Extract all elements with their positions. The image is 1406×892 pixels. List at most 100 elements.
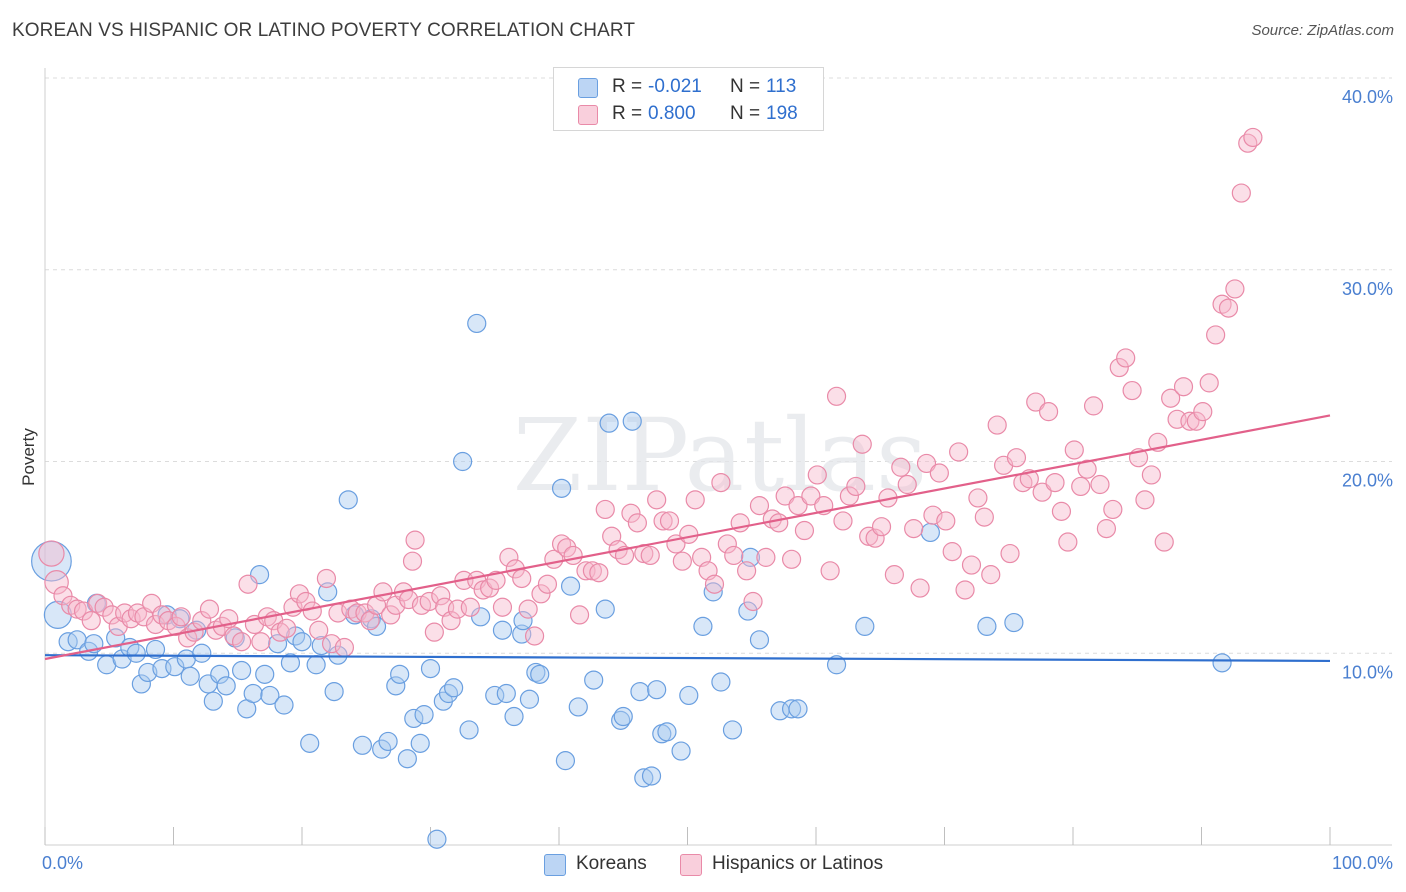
data-point — [595, 599, 615, 619]
data-point — [920, 522, 940, 543]
data-point — [255, 664, 275, 684]
data-point — [641, 766, 662, 786]
data-point — [551, 534, 572, 554]
data-point — [243, 683, 263, 704]
data-point — [568, 697, 588, 717]
data-point — [560, 576, 581, 596]
data-point — [251, 632, 271, 652]
data-point — [480, 578, 500, 598]
data-point — [224, 626, 244, 646]
korean-swatch — [544, 854, 566, 876]
data-point — [338, 490, 358, 510]
data-point — [589, 563, 609, 583]
data-point — [955, 580, 975, 600]
chart-title: KOREAN VS HISPANIC OR LATINO POVERTY COR… — [12, 20, 636, 41]
data-point — [1116, 348, 1136, 368]
data-point — [372, 739, 392, 759]
axes — [44, 68, 1392, 846]
data-point — [138, 662, 158, 683]
data-point — [427, 829, 447, 849]
data-point — [801, 486, 821, 506]
data-point — [260, 685, 280, 706]
data-point — [1096, 519, 1117, 539]
data-point — [987, 415, 1007, 435]
data-point — [397, 749, 417, 769]
data-point — [756, 547, 776, 567]
data-point — [1231, 183, 1251, 203]
data-point — [584, 670, 604, 690]
data-point — [530, 664, 550, 684]
data-point — [306, 655, 326, 675]
grid-lines — [45, 77, 1392, 654]
data-point — [145, 639, 166, 660]
data-point — [724, 545, 744, 566]
data-point — [1225, 279, 1245, 299]
data-point — [1186, 411, 1206, 431]
data-point — [1206, 325, 1226, 345]
data-point — [53, 586, 73, 606]
data-point — [557, 538, 577, 558]
data-point — [410, 733, 430, 753]
data-point — [569, 605, 590, 625]
data-point — [280, 653, 301, 673]
data-point — [1173, 377, 1194, 397]
data-point — [555, 751, 576, 771]
data-point — [381, 605, 401, 625]
data-point — [788, 496, 808, 516]
data-point — [210, 664, 230, 684]
data-point — [165, 657, 185, 677]
r-value: -0.021 — [648, 76, 702, 97]
data-point — [199, 599, 220, 619]
data-point — [1004, 612, 1024, 633]
data-point — [711, 672, 731, 692]
data-point — [961, 555, 982, 575]
hispanic-swatch — [680, 854, 702, 876]
data-point — [775, 486, 795, 506]
data-point — [884, 565, 904, 585]
data-point — [404, 708, 424, 729]
data-point — [467, 313, 487, 334]
data-point — [424, 622, 444, 642]
data-point — [1103, 499, 1123, 520]
data-point — [820, 561, 840, 581]
data-point — [949, 442, 969, 462]
y-tick-label: 20.0% — [1342, 471, 1393, 491]
data-point — [679, 685, 699, 706]
data-point — [373, 582, 393, 602]
data-point — [968, 488, 988, 508]
hispanic-swatch — [578, 105, 598, 125]
data-point — [324, 681, 344, 702]
hispanic-trend-line — [44, 414, 1331, 661]
series-legend: Koreans Hispanics or Latinos — [0, 851, 1406, 879]
data-point — [627, 513, 647, 533]
data-point — [781, 549, 802, 569]
data-point — [180, 666, 200, 686]
source-text: Source: ZipAtlas.com — [1251, 22, 1394, 39]
data-point — [769, 513, 789, 533]
data-point — [551, 478, 572, 498]
data-point — [438, 683, 459, 704]
data-point — [1212, 653, 1232, 673]
data-point — [846, 476, 866, 497]
data-point — [531, 584, 551, 604]
data-point — [1000, 543, 1020, 564]
data-point — [704, 574, 725, 594]
trend-lines — [44, 414, 1331, 663]
data-point — [599, 413, 619, 433]
data-point — [634, 768, 654, 788]
legend-label: Koreans — [576, 853, 647, 874]
data-point — [1218, 298, 1239, 318]
x-tick-label: 0.0% — [42, 853, 83, 873]
data-point — [352, 735, 372, 755]
data-point — [492, 597, 513, 617]
data-point — [321, 634, 342, 654]
data-point — [1083, 396, 1104, 416]
data-point — [981, 565, 1001, 585]
data-point — [292, 632, 312, 652]
data-point — [897, 474, 917, 495]
data-point — [807, 465, 827, 485]
correlation-legend: R = -0.021 N = 113 R = 0.800 N = 198 — [553, 67, 824, 131]
data-point — [1199, 373, 1219, 393]
data-point — [519, 689, 540, 709]
data-point — [622, 411, 642, 431]
